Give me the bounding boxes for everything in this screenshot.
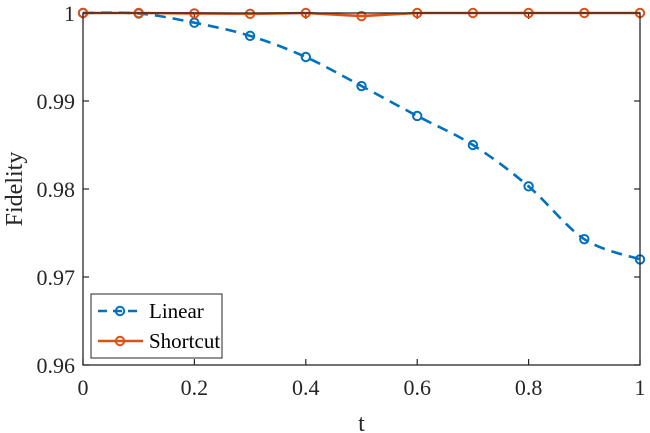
tick-labels: 0 0.2 0.4 0.6 0.8 1 0.96 0.97 0.98 0.99 1 (37, 1, 646, 400)
legend-shortcut-label: Shortcut (149, 329, 220, 353)
series-linear-point (579, 233, 590, 245)
x-tick-label: 0.8 (515, 375, 543, 400)
series-shortcut-point (244, 8, 256, 20)
legend-entry-linear: Linear (98, 299, 204, 323)
series-linear-point (300, 51, 311, 63)
series-linear-point (356, 80, 367, 92)
series-linear-point (412, 110, 423, 122)
x-tick-label: 0.4 (292, 375, 320, 400)
series-linear-line (82, 11, 641, 261)
x-tick-label: 1 (635, 375, 646, 400)
legend-linear-marker (114, 305, 126, 317)
legend-shortcut-marker (114, 335, 126, 347)
y-tick-label: 0.96 (37, 353, 76, 378)
x-tick-label: 0.2 (181, 375, 209, 400)
series-linear-point (523, 181, 534, 192)
x-axis-label: t (358, 411, 365, 433)
legend-linear-label: Linear (149, 299, 204, 323)
y-axis-label: Fidelity (2, 152, 28, 227)
plot-area-border (82, 12, 641, 366)
x-tick-label: 0.6 (403, 375, 431, 400)
y-tick-label: 1 (64, 1, 75, 26)
series-shortcut-point (356, 10, 367, 22)
legend-entry-shortcut: Shortcut (98, 329, 220, 353)
legend-box (90, 293, 223, 359)
x-tick-label: 0 (78, 375, 89, 400)
y-tick-label: 0.98 (37, 177, 76, 202)
series-layer (77, 7, 646, 265)
y-tick-label: 0.99 (37, 89, 76, 114)
series-linear-point (467, 139, 479, 151)
series-linear-point (244, 30, 256, 42)
y-tick-label: 0.97 (37, 265, 76, 290)
legend: Linear Shortcut (90, 293, 223, 359)
